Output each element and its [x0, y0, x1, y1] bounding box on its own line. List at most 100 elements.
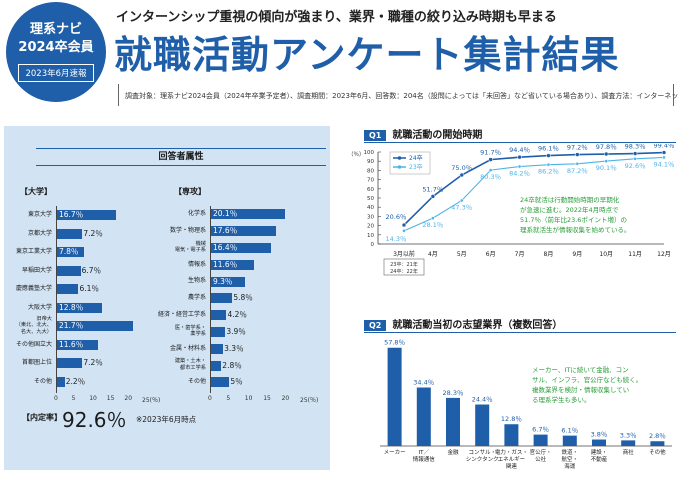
q2-category-label: IT／ [419, 449, 430, 456]
major-bar [211, 209, 285, 220]
q1-data-label: 51.7％ [422, 185, 443, 193]
major-bar [211, 327, 226, 337]
q1-data-label: 75.0％ [451, 164, 472, 172]
major-tick-label: 15 [263, 394, 271, 402]
q1-data-label: 98.3％ [625, 144, 646, 151]
q1-legend-label: 23卒 [409, 163, 423, 171]
q1-data-label: 94.1％ [654, 160, 675, 168]
university-bar [57, 265, 81, 276]
q2-value-label: 6.1％ [561, 427, 578, 435]
q1-y-tick-label: 50 [367, 196, 374, 202]
q1-y-tick-label: 40 [367, 205, 374, 211]
q2-category-label: 公社 [535, 455, 547, 463]
university-category-label: 京都大学 [27, 229, 52, 237]
q1-data-label: 94.4％ [509, 146, 530, 154]
major-category-label: 経済・経営工学系 [157, 310, 206, 318]
major-value-label: 4.2％ [227, 310, 247, 320]
q1-y-tick-label: 80 [367, 168, 374, 174]
major-bar [211, 360, 222, 371]
q2-category-label: 官公庁・ [530, 448, 552, 456]
major-value-label: 5.8％ [233, 293, 253, 303]
q1-data-label: 97.2％ [567, 144, 588, 152]
major-tick-label: 0 [208, 394, 212, 402]
q1-data-point [575, 161, 580, 166]
q1-y-tick-label: 90 [367, 159, 374, 165]
major-category-label: 機械 [195, 240, 206, 247]
badge-line1: 理系ナビ [29, 22, 82, 37]
q1-x-tick-label: 11月 [628, 251, 642, 258]
major-tick-label: 20 [281, 394, 290, 402]
q2-category-label: メーカー [384, 449, 406, 456]
university-axis-line [56, 206, 57, 393]
university-tick-label: 20 [124, 395, 133, 402]
major-bar [211, 259, 254, 270]
university-category-label: 首都圏上位 [21, 359, 52, 366]
q1-data-point [402, 228, 406, 233]
major-tick-label: 5 [226, 394, 231, 402]
respondent-attributes-panel: 回答者属性 【大学】 【専攻】 東京大学 16.7％ 京都大学 7.2％ 東京工業大学 7… [4, 126, 330, 470]
university-category-label: 東京工業大学 [15, 248, 52, 255]
university-bar [57, 358, 83, 369]
university-tick-label: 25(％) [142, 397, 161, 404]
q2-bar-chart: 57.8％ メーカー 34.4％ IT／情報通信 28.3％ 金融 24.4％ コンサル・シン… [380, 339, 672, 470]
q1-x-note: 24卒：22年 [390, 268, 418, 275]
q1-badge: Q1 [364, 130, 387, 141]
university-bar [57, 284, 79, 295]
q1-legend-label: 24卒 [409, 154, 423, 162]
q2-value-label: 12.8％ [501, 415, 522, 423]
major-bar [211, 276, 246, 287]
university-bar [57, 376, 65, 387]
university-category-label: 旧帝大 [36, 315, 52, 322]
q1-y-tick-label: 10 [367, 233, 374, 239]
q1-data-point [401, 222, 407, 228]
major-category-label: 数学・物理系 [169, 226, 206, 234]
q1-data-point [546, 153, 551, 158]
major-bar-chart: 化学系 20.1％ 数学・物理系 17.6％ 機械 電気・電子系 16.4％ 情報系 11.6％… [158, 206, 330, 404]
q2-category-label: 関連 [506, 462, 518, 470]
q2-category-label: 建設・ [591, 448, 608, 456]
major-category-label: 生物系 [187, 277, 206, 285]
q1-data-point [517, 164, 522, 169]
major-value-label: 5％ [230, 377, 243, 387]
q2-category-label: 海運 [564, 462, 576, 470]
q2-category-label: 不動産 [591, 455, 608, 463]
q1-legend-marker [397, 156, 402, 160]
q1-x-note: 23卒：21年 [390, 261, 418, 268]
q1-title: 就職活動の開始時期 [392, 130, 483, 141]
q1-data-point [517, 154, 522, 160]
q1-legend-marker [397, 165, 402, 169]
major-bar [211, 293, 233, 304]
major-category-label: その他 [187, 378, 206, 386]
q1-data-label: 84.2％ [509, 170, 530, 178]
university-category-label: （東北、北大、 [15, 322, 52, 328]
q2-bar [592, 439, 606, 446]
major-category-label: 医・歯学系・ [174, 324, 206, 331]
major-axis-line [210, 206, 211, 393]
q2-bar [533, 434, 548, 446]
q1-data-point [488, 168, 493, 172]
q2-badge: Q2 [364, 320, 387, 331]
major-bar [211, 310, 227, 321]
q1-data-label: 99.4％ [654, 144, 675, 150]
q1-data-point [603, 151, 609, 157]
major-bar [211, 243, 272, 253]
university-value-label: 6.1％ [79, 284, 99, 294]
q1-y-tick-label: 70 [367, 178, 374, 184]
q2-category-label: 航空・ [562, 455, 579, 463]
q2-value-label: 57.8％ [384, 339, 405, 347]
university-value-label: 12.8％ [59, 302, 84, 312]
q2-bar [650, 441, 665, 446]
q1-annotation-line: が急速に進む。2022年4月時点で [520, 205, 619, 214]
membership-badge: 理系ナビ 2024卒会員 2023年6月速報 [6, 2, 106, 102]
major-category-label: 建築・土木・ [174, 358, 206, 365]
q1-y-tick-label: 20 [367, 224, 374, 230]
major-value-label: 3.3％ [224, 343, 244, 353]
q2-value-label: 2.8％ [649, 432, 666, 440]
q1-x-tick-label: 9月 [572, 251, 582, 258]
q1-data-point [661, 150, 667, 155]
q1-data-label: 92.6％ [625, 162, 646, 170]
q1-header: Q1 就職活動の開始時期 [364, 126, 482, 141]
q1-data-point [459, 172, 465, 178]
q1-data-point [430, 194, 436, 199]
